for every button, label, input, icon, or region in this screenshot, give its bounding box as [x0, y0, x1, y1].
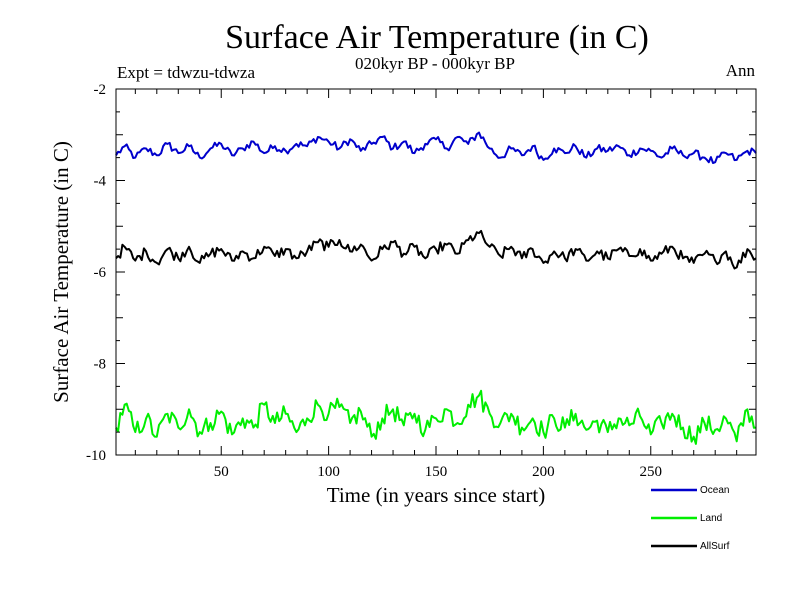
x-axis-label: Time (in years since start): [327, 483, 546, 507]
chart-subtitle: 020kyr BP - 000kyr BP: [355, 54, 515, 73]
plot-area: [115, 131, 757, 445]
legend-label-ocean: Ocean: [700, 485, 729, 496]
chart-title: Surface Air Temperature (in C): [225, 19, 649, 56]
legend: Ocean Land AllSurf: [651, 485, 730, 552]
y-axis-label: Surface Air Temperature (in C): [49, 141, 73, 403]
y-tick-label: -8: [94, 357, 107, 373]
x-tick-label: 150: [425, 464, 448, 480]
x-tick-label: 250: [640, 464, 663, 480]
y-tick-label: -6: [94, 265, 107, 281]
x-tick-label: 100: [317, 464, 340, 480]
series-line-allsurf: [115, 229, 757, 270]
x-tick-label: 200: [532, 464, 555, 480]
axis-ticks: 50 100 150 200 250 -10 -8 -6 -4 -2: [86, 82, 756, 480]
y-tick-label: -10: [86, 448, 106, 464]
y-tick-label: -4: [94, 174, 107, 190]
season-label: Ann: [726, 61, 756, 80]
series-line-ocean: [115, 131, 757, 164]
series-line-land: [115, 389, 757, 445]
x-tick-label: 50: [214, 464, 229, 480]
experiment-label: Expt = tdwzu-tdwza: [117, 63, 255, 82]
y-tick-label: -2: [94, 82, 107, 98]
legend-label-allsurf: AllSurf: [700, 541, 730, 552]
plot-frame: [115, 88, 757, 456]
legend-label-land: Land: [700, 513, 722, 524]
